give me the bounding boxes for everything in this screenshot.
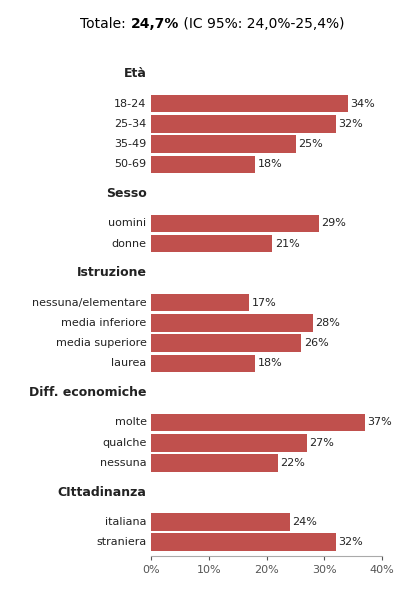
Text: (IC 95%: 24,0%-25,4%): (IC 95%: 24,0%-25,4%) <box>179 17 344 31</box>
Bar <box>151 135 296 153</box>
Text: 50-69: 50-69 <box>115 159 147 170</box>
Text: qualche: qualche <box>102 438 147 447</box>
Text: 27%: 27% <box>310 438 334 447</box>
Text: media superiore: media superiore <box>56 338 147 348</box>
Text: Totale:: Totale: <box>80 17 131 31</box>
Text: Età: Età <box>124 67 147 80</box>
Text: laurea: laurea <box>111 359 147 368</box>
Text: 18%: 18% <box>257 359 282 368</box>
Bar <box>151 334 302 352</box>
Text: 26%: 26% <box>304 338 328 348</box>
Bar <box>151 95 348 112</box>
Text: straniera: straniera <box>96 537 147 547</box>
Text: nessuna/elementare: nessuna/elementare <box>32 298 147 308</box>
Bar <box>151 294 249 311</box>
Bar <box>151 156 255 173</box>
Text: 28%: 28% <box>315 318 340 328</box>
Bar <box>151 434 307 452</box>
Text: 18%: 18% <box>257 159 282 170</box>
Text: nessuna: nessuna <box>100 458 147 468</box>
Text: Diff. economiche: Diff. economiche <box>29 386 147 399</box>
Text: 32%: 32% <box>339 119 363 129</box>
Bar <box>151 215 319 232</box>
Text: 24%: 24% <box>292 517 317 527</box>
Text: 22%: 22% <box>281 458 305 468</box>
Text: CIttadinanza: CIttadinanza <box>58 486 147 499</box>
Text: Sesso: Sesso <box>106 187 147 200</box>
Text: 37%: 37% <box>367 418 392 427</box>
Text: donne: donne <box>112 239 147 249</box>
Text: 25-34: 25-34 <box>114 119 147 129</box>
Bar <box>151 355 255 372</box>
Text: 21%: 21% <box>275 239 299 249</box>
Text: molte: molte <box>115 418 147 427</box>
Text: 29%: 29% <box>321 218 346 228</box>
Text: 18-24: 18-24 <box>114 99 147 108</box>
Text: media inferiore: media inferiore <box>61 318 147 328</box>
Text: 17%: 17% <box>252 298 276 308</box>
Bar <box>151 115 336 133</box>
Bar <box>151 534 336 551</box>
Bar <box>151 314 313 331</box>
Bar <box>151 513 290 531</box>
Text: uomini: uomini <box>108 218 147 228</box>
Bar <box>151 235 273 252</box>
Text: 32%: 32% <box>339 537 363 547</box>
Text: Istruzione: Istruzione <box>76 267 147 279</box>
Text: 35-49: 35-49 <box>114 139 147 149</box>
Text: 24,7%: 24,7% <box>131 17 179 31</box>
Bar <box>151 454 278 472</box>
Text: italiana: italiana <box>105 517 147 527</box>
Bar <box>151 414 365 431</box>
Text: 34%: 34% <box>350 99 375 108</box>
Text: 25%: 25% <box>298 139 323 149</box>
